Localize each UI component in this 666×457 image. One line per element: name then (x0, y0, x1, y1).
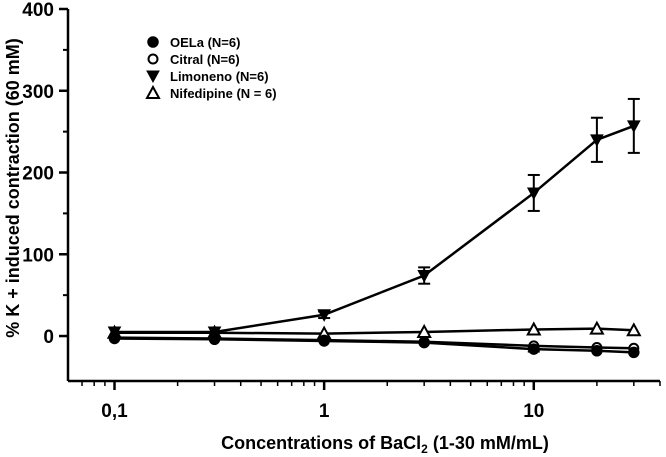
legend-marker (147, 36, 159, 48)
legend-label: OELa (N=6) (170, 35, 240, 50)
legend-label: Nifedipine (N = 6) (170, 86, 277, 101)
y-tick-label: 400 (22, 0, 54, 21)
y-tick-label: 200 (22, 164, 54, 185)
series-layer (106, 97, 642, 359)
legend-marker (145, 84, 161, 99)
x-axis-title-main: Concentrations of BaCl (221, 433, 421, 453)
series-2 (107, 97, 641, 339)
data-point (590, 134, 604, 147)
y-tick-label: 300 (22, 82, 54, 103)
legend: OELa (N=6) Citral (N=6) Limoneno (N=6) Nife… (145, 35, 277, 101)
data-point (417, 270, 432, 283)
data-point (591, 344, 603, 357)
legend-label: Limoneno (N=6) (170, 69, 269, 84)
series-3 (106, 320, 642, 340)
data-point (526, 321, 542, 336)
legend-label: Citral (N=6) (170, 52, 240, 67)
data-point (418, 336, 430, 349)
data-point (589, 320, 605, 335)
axes: 0 100 200 300 400 0,1 1 10 (22, 0, 661, 422)
data-point (107, 326, 122, 339)
y-tick-label: 0 (43, 327, 54, 348)
x-tick-label: 1 (319, 401, 330, 422)
y-axis-title: % K + induced contraction (60 mM) (3, 38, 23, 338)
data-point (526, 187, 541, 201)
x-axis-title-tail: (1-30 mM/mL) (428, 433, 549, 453)
series-line (114, 124, 635, 334)
x-tick-label: 10 (523, 401, 544, 422)
y-tick-label: 100 (22, 245, 54, 266)
data-point (318, 335, 330, 347)
x-axis-title-subscript: 2 (421, 442, 428, 456)
data-point (317, 309, 331, 322)
data-point (207, 326, 222, 339)
legend-marker (147, 53, 159, 65)
x-tick-label: 0,1 (101, 401, 128, 422)
data-point (626, 120, 641, 133)
data-point (628, 346, 640, 359)
series-0 (108, 332, 640, 359)
legend-marker (146, 70, 160, 84)
x-axis-title: Concentrations of BaCl2 (1-30 mM/mL) (221, 433, 549, 456)
data-point (528, 343, 540, 355)
data-point (626, 322, 642, 337)
